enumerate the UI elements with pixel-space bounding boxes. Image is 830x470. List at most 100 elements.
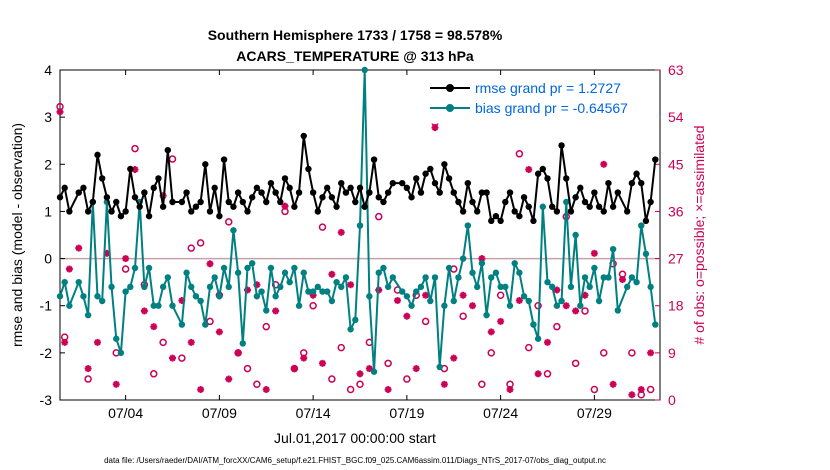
obs-possible-marker [337,343,345,352]
obs-possible-marker [571,359,580,368]
obs-assimilated-stroke [347,281,354,288]
bias-point [319,288,326,295]
bias-point [652,321,659,328]
rmse-point [295,189,303,196]
rmse-point [75,189,82,196]
rmse-point [192,203,200,210]
obs-possible-marker [525,343,533,352]
obs-assimilated-stroke [628,391,636,398]
bias-point [192,293,200,300]
obs-assimilated-marker [365,365,373,373]
obs-assimilated-stroke [300,354,307,362]
rmse-point [642,217,650,225]
obs-assimilated-marker [619,276,626,284]
obs-assimilated-stroke [534,370,542,377]
obs-assimilated-marker [84,365,92,373]
rmse-point [141,189,148,196]
obs-assimilated-stroke [459,292,467,299]
rmse-point [94,151,101,159]
rmse-point [248,194,256,201]
rmse-point [567,208,575,215]
obs-assimilated-stroke [234,349,242,357]
rmse-point [122,208,129,215]
obs-assimilated-marker [281,202,289,210]
rmse-point [84,208,92,215]
bias-point [473,283,481,291]
bias-point [469,269,476,276]
rmse-point [647,198,654,206]
bias-point [591,264,598,272]
obs-assimilated-marker [487,328,495,336]
bias-point [66,302,73,309]
rmse-line [59,135,657,223]
rmse-point [267,179,275,187]
rmse-series [56,132,659,225]
rmse-point [159,203,167,210]
obs-possible-marker [646,385,655,394]
obs-assimilated-marker [506,386,514,394]
obs-assimilated-stroke [422,292,429,299]
rmse-point [436,189,443,196]
bias-point [375,269,382,276]
bias-point [328,297,336,305]
rmse-point [389,179,397,187]
bias-point [366,293,373,300]
right-tick-label: 63 [668,62,684,78]
rmse-point [408,194,415,201]
legend-bias-marker [446,104,454,112]
rmse-point [614,189,622,196]
obs-possible-marker [478,380,486,389]
rmse-point [263,198,270,206]
bias-point [197,297,204,305]
bias-point [338,283,345,291]
bias-point [445,264,453,272]
obs-assimilated-marker [290,365,298,373]
right-axis-ticks: 0 9 18 27 36 45 54 63 [655,62,684,408]
obs-possible-marker [534,301,542,310]
rmse-point [553,208,561,215]
bias-point [567,283,575,291]
rmse-point [272,189,279,196]
rmse-point [506,189,514,196]
obs-assimilated-marker [384,386,392,394]
obs-assimilated-marker [440,380,448,388]
obs-assimilated-stroke [84,365,92,372]
bias-point [272,293,279,300]
obs-assimilated-stroke [469,302,476,309]
rmse-point [216,212,223,220]
bias-point [98,297,106,305]
bias-point [145,264,153,272]
obs-assimilated-stroke [113,381,120,388]
legend: rmse grand pr = 1.2727 bias grand pr = -… [426,76,660,124]
obs-assimilated-marker [215,328,223,336]
rmse-point [450,189,457,196]
obs-assimilated-marker [609,380,617,388]
x-axis-ticks: 07/04 07/09 07/14 07/19 07/24 07/29 [108,70,612,421]
rmse-point [188,208,195,215]
rmse-point [197,198,204,206]
obs-assimilated-stroke [647,349,654,357]
rmse-point [623,208,631,215]
bias-point [155,302,162,309]
legend-bias-label: bias grand pr = -0.64567 [475,100,628,116]
bias-point [483,311,490,319]
obs-possible-marker [487,349,495,357]
obs-assimilated-marker [337,228,345,236]
obs-possible-marker [384,359,392,368]
rmse-point [136,203,143,210]
obs-assimilated-marker [75,244,83,252]
bias-point [333,278,340,286]
obs-possible-marker [543,370,552,378]
bias-point [506,302,514,309]
rmse-point [113,198,120,206]
bias-point [441,302,448,309]
obs-possible-marker [318,223,327,231]
obs-assimilated-stroke [497,318,504,325]
right-tick-label: 9 [668,345,676,361]
bias-point [647,283,654,291]
rmse-point [403,184,411,192]
rmse-point [150,184,157,192]
bias-point [563,198,570,206]
bias-point [609,245,617,253]
obs-assimilated-stroke [478,255,486,262]
